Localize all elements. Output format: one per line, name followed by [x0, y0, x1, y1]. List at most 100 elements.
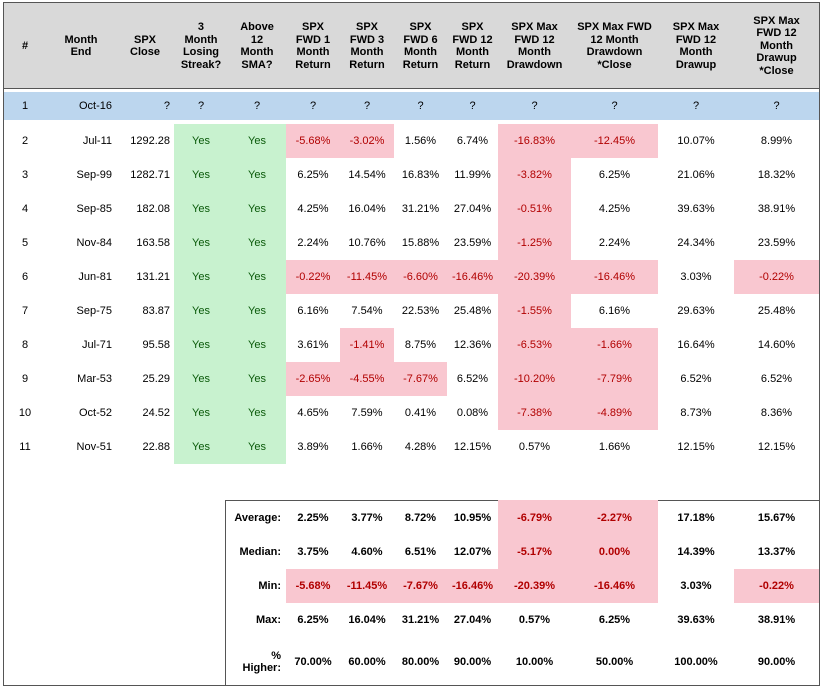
table-cell: -10.20% — [514, 373, 555, 385]
current-row-highlight — [4, 92, 819, 120]
negative-cell-highlight — [394, 260, 447, 294]
table-cell: 131.21 — [136, 271, 170, 283]
negative-cell-highlight — [734, 260, 819, 294]
row-number: 1 — [21, 100, 29, 112]
column-header: SPX FWD 1 Month Return — [295, 21, 331, 71]
table-cell: Yes — [192, 407, 210, 419]
table-cell: 8.36% — [760, 407, 793, 419]
yes-column-highlight — [228, 124, 286, 464]
summary-cell: 14.39% — [677, 546, 715, 558]
table-cell: 7.54% — [351, 305, 383, 317]
negative-cell-highlight — [498, 500, 571, 536]
summary-cell: 10.95% — [453, 512, 492, 524]
table-cell: 24.52 — [142, 407, 170, 419]
table-cell: 24.34% — [677, 237, 715, 249]
summary-cell: -6.79% — [517, 512, 552, 524]
table-cell: 4.25% — [598, 203, 631, 215]
table-cell: 2.24% — [598, 237, 631, 249]
table-cell: 0.41% — [404, 407, 437, 419]
table-cell: 29.63% — [677, 305, 715, 317]
table-cell: 182.08 — [136, 203, 170, 215]
row-number: 2 — [21, 135, 29, 147]
summary-label: Median: — [239, 546, 281, 558]
row-number: 4 — [21, 203, 29, 215]
row-number: 6 — [21, 271, 29, 283]
column-header: SPX Close — [130, 33, 160, 59]
table-cell: 95.58 — [142, 339, 170, 351]
table-cell: 25.29 — [142, 373, 170, 385]
table-cell: Yes — [192, 441, 210, 453]
table-cell: Sep-75 — [76, 305, 112, 317]
table-cell: 2.24% — [297, 237, 329, 249]
table-cell: 1.66% — [351, 441, 383, 453]
table-cell: 1282.71 — [130, 169, 170, 181]
row-number: 5 — [21, 237, 29, 249]
table-cell: 12.15% — [757, 441, 796, 453]
table-cell: 23.59% — [757, 237, 796, 249]
table-cell: -0.51% — [517, 203, 552, 215]
table-cell: Yes — [192, 203, 210, 215]
summary-cell: 39.63% — [677, 614, 715, 626]
table-cell: 11.99% — [454, 169, 491, 181]
table-cell: 163.58 — [136, 237, 170, 249]
summary-cell: 15.67% — [757, 512, 796, 524]
table-cell: -1.41% — [349, 339, 385, 351]
summary-cell: 38.91% — [757, 614, 796, 626]
table-cell: -6.53% — [517, 339, 552, 351]
table-cell: 22.88 — [142, 441, 170, 453]
yes-column-highlight — [174, 124, 228, 464]
row-number: 10 — [18, 407, 32, 419]
table-cell: 6.52% — [456, 373, 489, 385]
summary-cell: -2.27% — [597, 512, 632, 524]
negative-cell-highlight — [394, 569, 447, 603]
summary-cell: 4.60% — [351, 546, 383, 558]
table-cell: 6.16% — [297, 305, 329, 317]
table-cell: -4.89% — [597, 407, 632, 419]
summary-cell: 90.00% — [757, 656, 796, 668]
summary-cell: 3.03% — [680, 580, 712, 592]
table-cell: 0.57% — [518, 441, 551, 453]
negative-cell-highlight — [571, 396, 658, 430]
table-cell: -2.65% — [295, 373, 331, 385]
table-cell: -20.39% — [514, 271, 555, 283]
summary-label: Min: — [258, 580, 281, 592]
summary-cell: -0.22% — [759, 580, 794, 592]
table-cell: 16.64% — [677, 339, 715, 351]
table-cell: -3.82% — [517, 169, 552, 181]
negative-cell-highlight — [286, 362, 340, 396]
table-cell: -12.45% — [594, 135, 635, 147]
table-cell: Yes — [192, 305, 210, 317]
table-cell: Yes — [192, 339, 210, 351]
negative-cell-highlight — [734, 569, 819, 603]
table-cell: 1292.28 — [130, 135, 170, 147]
table-cell: 4.28% — [404, 441, 437, 453]
table-cell: Yes — [192, 271, 210, 283]
table-cell: -1.66% — [597, 339, 632, 351]
table-cell: Yes — [192, 169, 210, 181]
table-cell: -0.22% — [759, 271, 794, 283]
row-number: 9 — [21, 373, 29, 385]
table-cell: -4.55% — [349, 373, 385, 385]
summary-label: Max: — [255, 614, 281, 626]
table-cell: Yes — [248, 203, 266, 215]
summary-cell: 16.04% — [348, 614, 386, 626]
summary-cell: 6.25% — [598, 614, 631, 626]
table-cell: Yes — [192, 135, 210, 147]
negative-cell-highlight — [394, 362, 447, 396]
summary-cell: 27.04% — [453, 614, 492, 626]
negative-cell-highlight — [498, 124, 571, 158]
table-cell: 0.08% — [456, 407, 489, 419]
summary-cell: 13.37% — [757, 546, 796, 558]
table-cell: ? — [417, 100, 424, 112]
table-cell: -7.38% — [517, 407, 552, 419]
column-header: SPX Max FWD 12 Month Drawup — [672, 21, 720, 71]
summary-cell: 90.00% — [453, 656, 492, 668]
negative-cell-highlight — [571, 124, 658, 158]
negative-cell-highlight — [447, 569, 498, 603]
summary-cell: 0.57% — [518, 614, 551, 626]
table-cell: 3.61% — [297, 339, 329, 351]
summary-cell: 6.25% — [297, 614, 329, 626]
summary-label: % Higher: — [242, 650, 282, 674]
table-cell: 6.25% — [297, 169, 329, 181]
summary-cell: -16.46% — [452, 580, 493, 592]
